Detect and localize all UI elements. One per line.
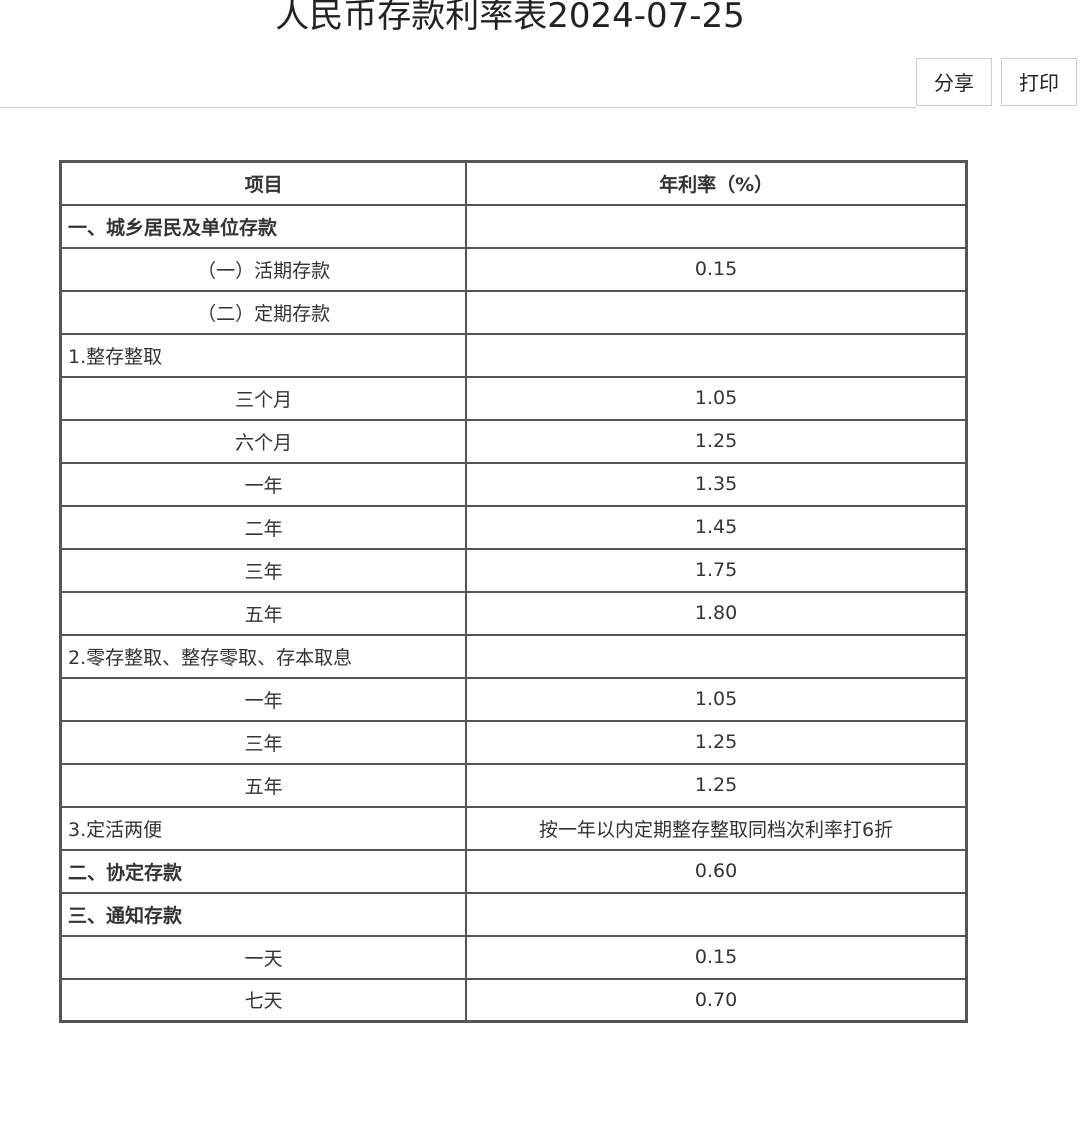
rate-cell: 1.80: [465, 590, 968, 636]
table-row: 2.零存整取、整存零取、存本取息: [59, 633, 968, 679]
rate-cell: [465, 332, 968, 378]
table-row: 三个月 1.05: [59, 375, 968, 421]
item-cell: 一、城乡居民及单位存款: [59, 203, 468, 249]
rate-cell: 1.25: [465, 418, 968, 464]
rate-cell: 1.05: [465, 375, 968, 421]
column-header: 项目: [59, 160, 468, 206]
item-cell: 三个月: [59, 375, 468, 421]
table-row: 二、协定存款 0.60: [59, 848, 968, 894]
rate-cell: 1.75: [465, 547, 968, 593]
item-cell: 一年: [59, 676, 468, 722]
item-cell: 一年: [59, 461, 468, 507]
item-cell: 五年: [59, 762, 468, 808]
table-row: 三、通知存款: [59, 891, 968, 937]
table-row: 一年 1.05: [59, 676, 968, 722]
item-cell: 三年: [59, 719, 468, 765]
divider: [0, 107, 916, 108]
header-row: 项目 年利率（%）: [59, 160, 968, 206]
rate-cell: 按一年以内定期整存整取同档次利率打6折: [465, 805, 968, 851]
rate-cell: 1.35: [465, 461, 968, 507]
item-cell: （一）活期存款: [59, 246, 468, 292]
table-row: 3.定活两便 按一年以内定期整存整取同档次利率打6折: [59, 805, 968, 851]
table-row: （二）定期存款: [59, 289, 968, 335]
item-cell: （二）定期存款: [59, 289, 468, 335]
rate-cell: [465, 633, 968, 679]
item-cell: 三年: [59, 547, 468, 593]
item-cell: 六个月: [59, 418, 468, 464]
rate-cell: 1.25: [465, 762, 968, 808]
item-cell: 一天: [59, 934, 468, 980]
rate-cell: 0.15: [465, 934, 968, 980]
table-row: 五年 1.25: [59, 762, 968, 808]
table-row: 五年 1.80: [59, 590, 968, 636]
item-cell: 二、协定存款: [59, 848, 468, 894]
rate-cell: 1.25: [465, 719, 968, 765]
table-row: 一、城乡居民及单位存款: [59, 203, 968, 249]
item-cell: 1.整存整取: [59, 332, 468, 378]
print-button[interactable]: 打印: [1001, 58, 1077, 106]
table-row: 三年 1.75: [59, 547, 968, 593]
rate-cell: 0.15: [465, 246, 968, 292]
table-row: 一年 1.35: [59, 461, 968, 507]
rate-cell: [465, 203, 968, 249]
item-cell: 七天: [59, 977, 468, 1023]
item-cell: 2.零存整取、整存零取、存本取息: [59, 633, 468, 679]
item-cell: 二年: [59, 504, 468, 550]
share-button[interactable]: 分享: [916, 58, 992, 106]
rate-table: 项目 年利率（%） 一、城乡居民及单位存款 （一）活期存款 0.15 （二）定期存款 1…: [59, 160, 968, 1023]
item-cell: 3.定活两便: [59, 805, 468, 851]
table-row: 一天 0.15: [59, 934, 968, 980]
item-cell: 五年: [59, 590, 468, 636]
table-row: 七天 0.70: [59, 977, 968, 1023]
table-row: 二年 1.45: [59, 504, 968, 550]
column-header: 年利率（%）: [465, 160, 968, 206]
rate-cell: 0.60: [465, 848, 968, 894]
item-cell: 三、通知存款: [59, 891, 468, 937]
rate-cell: [465, 289, 968, 335]
rate-cell: [465, 891, 968, 937]
table-row: （一）活期存款 0.15: [59, 246, 968, 292]
rate-cell: 1.45: [465, 504, 968, 550]
table-row: 三年 1.25: [59, 719, 968, 765]
rate-cell: 0.70: [465, 977, 968, 1023]
page-title: 人民币存款利率表2024-07-25: [275, 0, 745, 36]
table-row: 1.整存整取: [59, 332, 968, 378]
rate-cell: 1.05: [465, 676, 968, 722]
table-row: 六个月 1.25: [59, 418, 968, 464]
